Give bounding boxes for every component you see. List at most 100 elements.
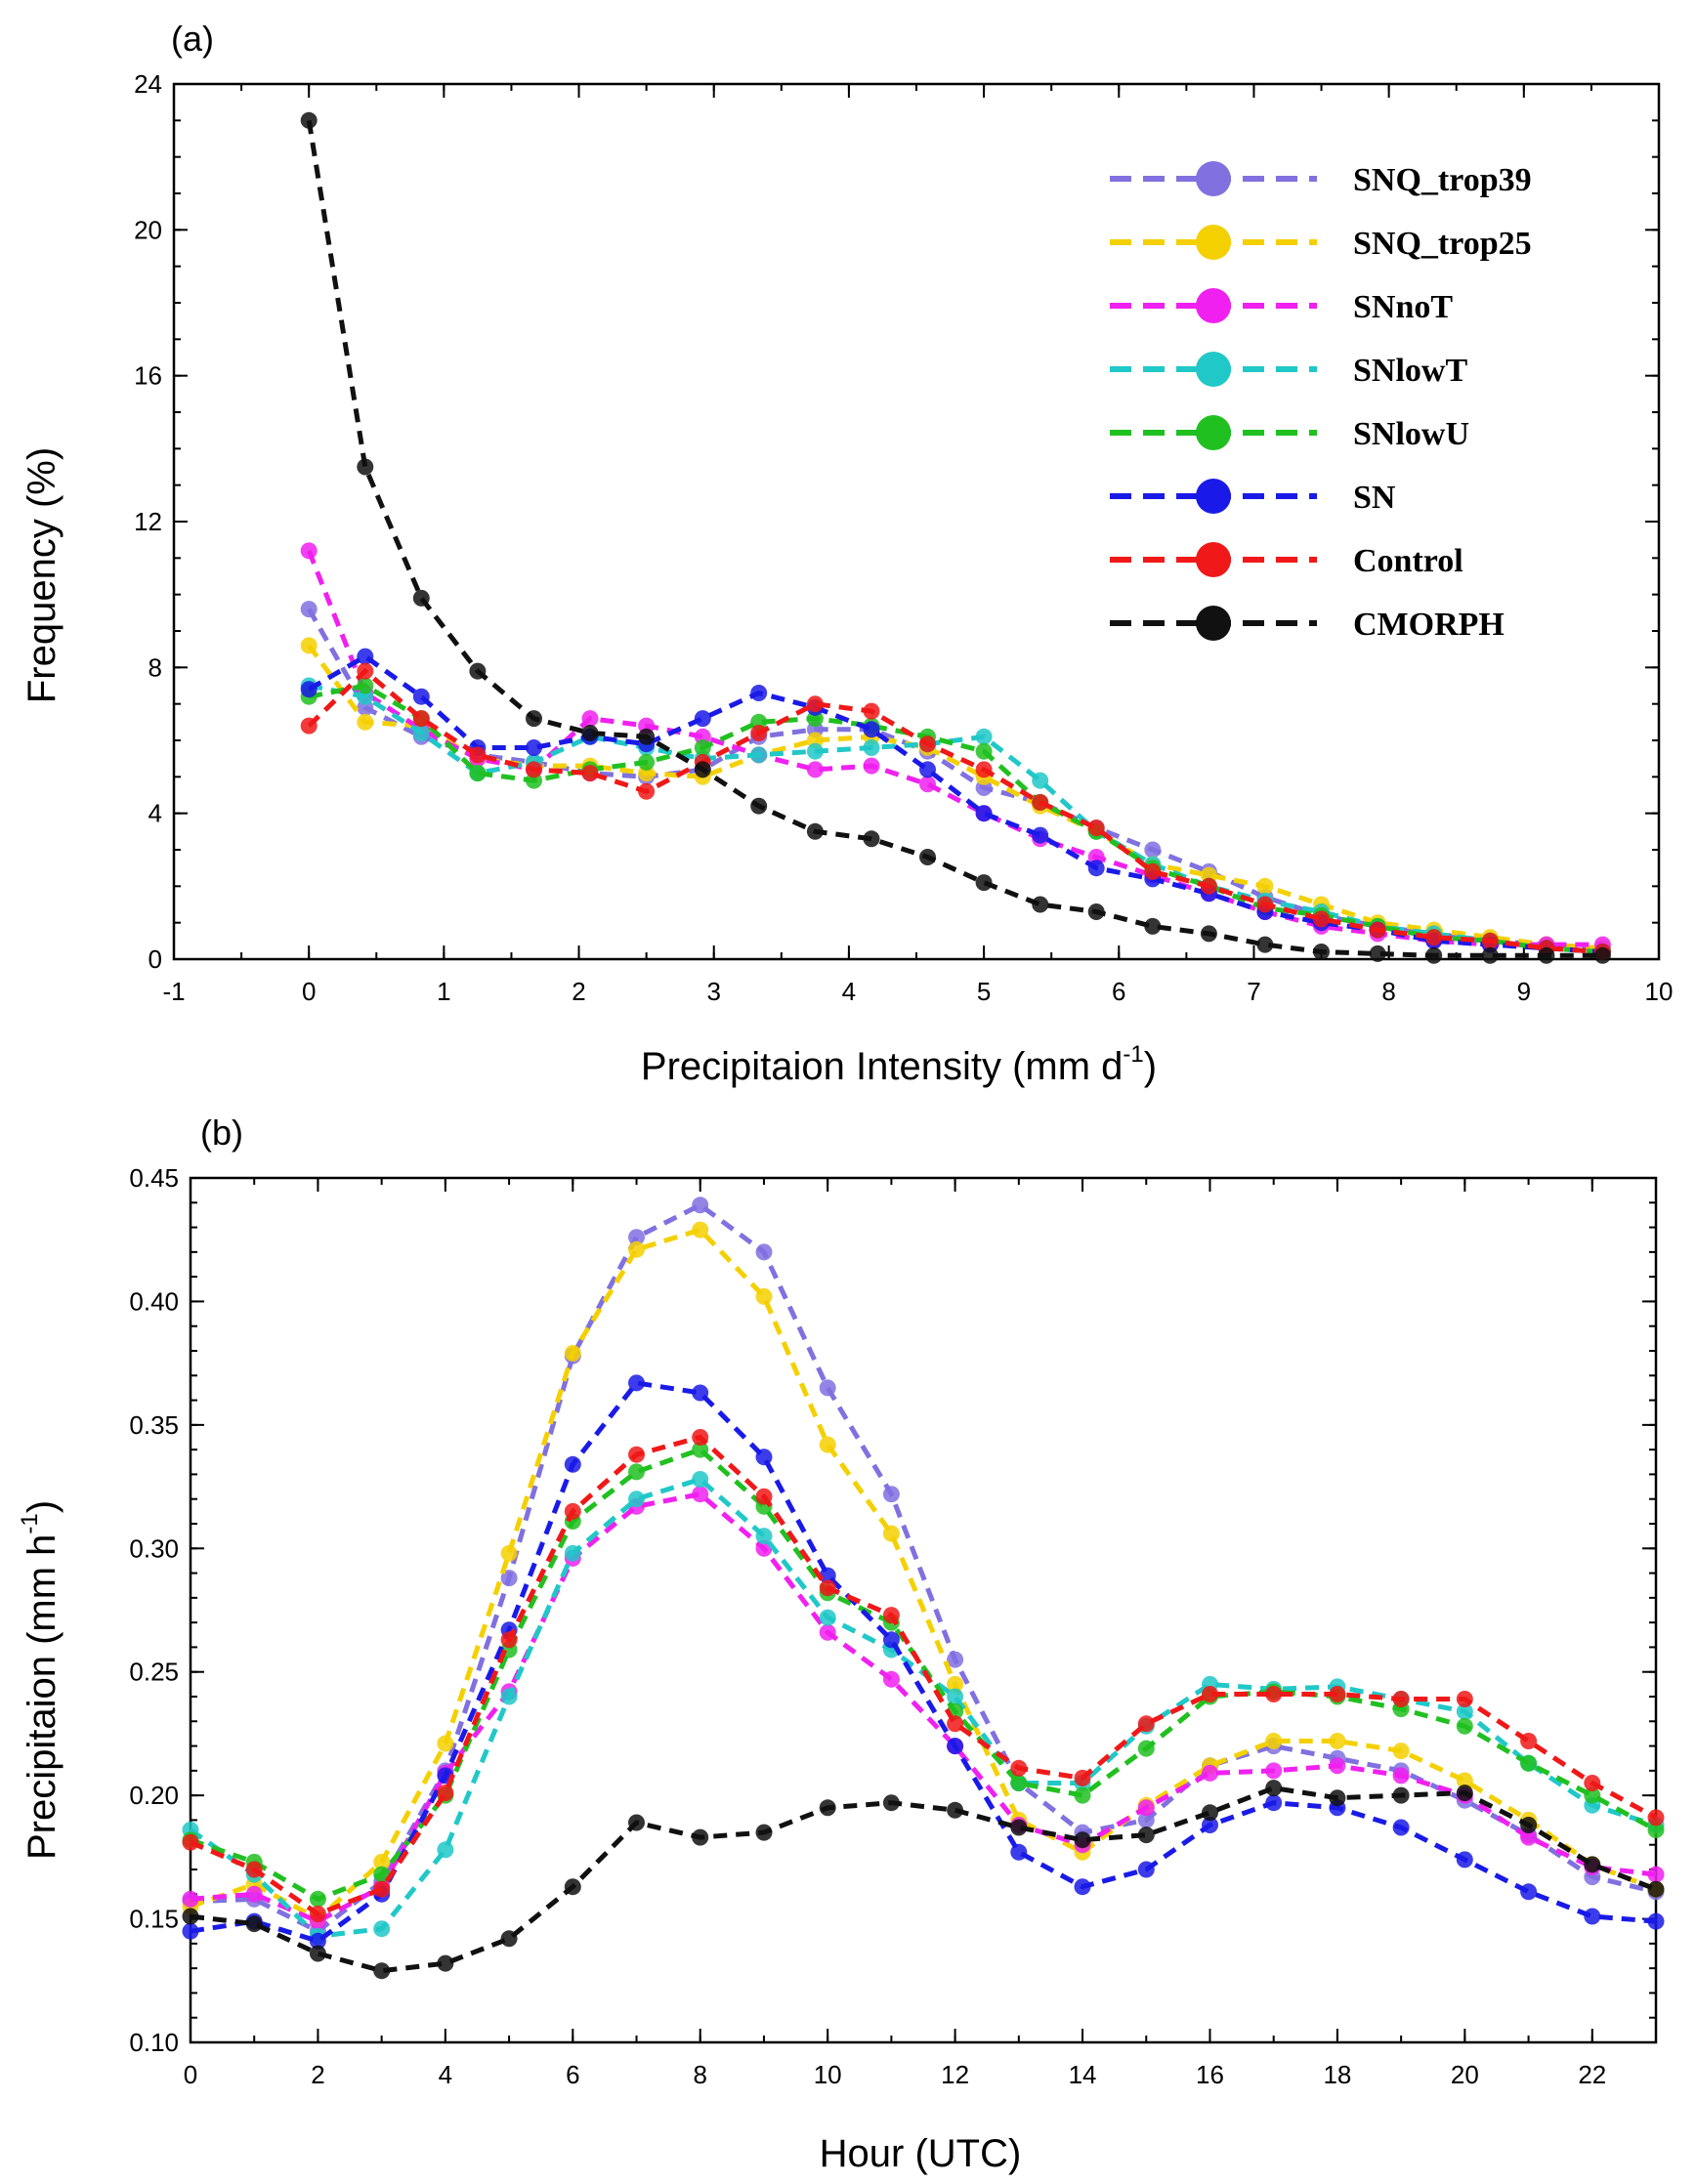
x-tick-label: 5	[977, 977, 991, 1006]
data-point	[694, 710, 711, 728]
data-point	[947, 1651, 964, 1668]
data-point	[755, 1488, 773, 1505]
data-point	[947, 1715, 964, 1733]
data-point	[882, 1525, 900, 1542]
data-point	[628, 1446, 645, 1463]
data-point	[975, 805, 993, 822]
data-point	[412, 688, 430, 705]
x-tick-label: 4	[842, 977, 856, 1006]
legend-marker	[1196, 479, 1231, 514]
data-point	[692, 1429, 709, 1446]
data-point	[1137, 1811, 1155, 1828]
data-point	[1593, 946, 1611, 964]
data-point	[526, 710, 542, 728]
data-point	[1032, 772, 1049, 789]
data-point	[1137, 1715, 1155, 1733]
panel-b-y-axis-title-tail: )	[21, 1500, 64, 1513]
data-point	[245, 1861, 263, 1878]
data-point	[1647, 1822, 1665, 1838]
data-point	[309, 1932, 326, 1950]
data-point	[975, 761, 993, 778]
data-point	[1200, 925, 1217, 943]
data-point	[692, 1486, 709, 1503]
legend-item: SNlowU	[1110, 415, 1469, 452]
y-tick-label: 0.30	[129, 1533, 179, 1563]
data-point	[806, 742, 824, 760]
data-point	[500, 1631, 518, 1649]
data-point	[692, 1471, 709, 1488]
legend-label: SN	[1353, 480, 1396, 516]
panel-a-x-axis-title-tail: )	[1144, 1045, 1157, 1088]
data-point	[692, 1197, 709, 1214]
panel-b-diurnal-chart: (b) 0 2 4 6 8 10 12 14 16 18 20 220.100.150.200.250…	[17, 1113, 1665, 2175]
data-point	[1265, 1762, 1283, 1780]
legend-item: SNlowT	[1110, 352, 1467, 389]
data-point	[628, 1463, 645, 1481]
data-point	[1369, 921, 1386, 939]
series-line	[190, 1227, 1657, 1922]
data-point	[1202, 1817, 1218, 1833]
data-point	[1481, 946, 1499, 964]
series-line	[190, 1201, 1657, 1935]
data-point	[806, 695, 824, 713]
data-point	[1144, 841, 1162, 859]
data-point	[975, 728, 993, 745]
data-point	[1265, 1686, 1283, 1702]
data-point	[882, 1631, 900, 1649]
data-point	[692, 1384, 709, 1402]
data-point	[469, 662, 487, 680]
data-point	[1087, 819, 1105, 837]
x-tick-label: 2	[311, 2060, 324, 2089]
data-point	[300, 717, 318, 735]
legend-label: CMORPH	[1353, 607, 1505, 643]
panel-b-y-axis-title-main: Precipitaion (mm h	[21, 1534, 64, 1860]
series-snlowu	[300, 677, 1611, 960]
data-point	[1032, 896, 1049, 913]
data-point	[373, 1853, 391, 1870]
data-point	[819, 1609, 836, 1626]
legend-item: SNnoT	[1110, 288, 1453, 325]
data-point	[919, 776, 936, 793]
y-tick-label: 16	[134, 361, 162, 391]
data-point	[919, 761, 936, 778]
data-point	[309, 1890, 326, 1908]
legend-label: SNlowU	[1353, 416, 1469, 452]
data-point	[882, 1607, 900, 1624]
panel-a-legend: SNQ_trop39 SNQ_trop25 SNnoT SNlowT SNlowU SN C…	[1110, 161, 1532, 643]
data-point	[1329, 1757, 1346, 1775]
data-point	[975, 742, 993, 760]
data-point	[1392, 1786, 1410, 1804]
data-point	[1520, 1733, 1538, 1749]
data-point	[437, 1954, 454, 1972]
data-point	[1202, 1686, 1218, 1702]
data-point	[1392, 1819, 1410, 1836]
data-point	[1074, 1878, 1091, 1896]
data-point	[947, 1675, 964, 1693]
data-point	[638, 753, 656, 771]
data-point	[1456, 1717, 1473, 1735]
data-point	[1456, 1851, 1473, 1869]
series-line	[190, 1447, 1658, 1903]
data-point	[357, 662, 374, 680]
data-point	[750, 746, 768, 764]
data-point	[755, 1528, 773, 1545]
data-point	[1144, 917, 1162, 935]
y-tick-label: 0.25	[129, 1658, 179, 1687]
data-point	[1144, 862, 1162, 880]
data-point	[1392, 1691, 1410, 1707]
data-point	[863, 757, 880, 775]
x-tick-label: 16	[1196, 2060, 1224, 2089]
data-point	[500, 1930, 518, 1948]
data-point	[1256, 896, 1274, 913]
panel-b-y-axis-title: Precipitaion (mm h-1)	[17, 1500, 64, 1860]
data-point	[750, 797, 768, 815]
x-tick-label: 18	[1323, 2060, 1351, 2089]
x-tick-label: 6	[1112, 977, 1125, 1006]
data-point	[526, 739, 542, 756]
data-point	[975, 874, 993, 892]
legend-item: SNQ_trop25	[1110, 225, 1532, 262]
data-point	[1456, 1702, 1473, 1720]
data-point	[1456, 1772, 1473, 1789]
data-point	[500, 1544, 518, 1562]
data-point	[1392, 1743, 1410, 1760]
